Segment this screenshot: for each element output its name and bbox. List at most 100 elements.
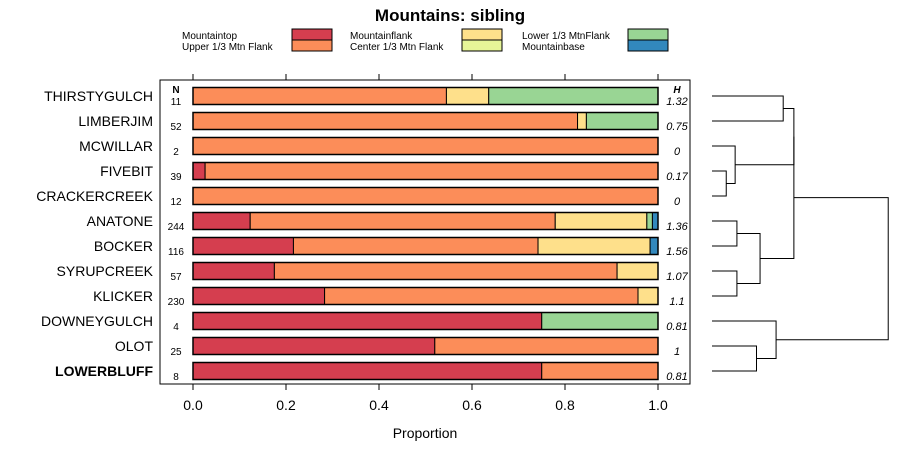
bar-segment-mountainflank bbox=[554, 212, 648, 230]
n-value: 244 bbox=[168, 222, 185, 233]
legend-swatch-mountainbase bbox=[627, 39, 669, 52]
h-value: 0.17 bbox=[666, 171, 688, 183]
h-value: 1.07 bbox=[666, 271, 688, 283]
bar-segment-mountaintop bbox=[192, 262, 275, 280]
bar-segment-upper-1-3-mtn-flank bbox=[249, 212, 556, 230]
row-label: CRACKERCREEK bbox=[36, 188, 153, 204]
bar-row-fivebit: FIVEBIT 39 0.17 bbox=[100, 161, 689, 183]
bar-segment-mountaintop bbox=[192, 212, 251, 230]
dendrogram-link bbox=[712, 170, 727, 197]
x-tick-label: 1.0 bbox=[648, 397, 668, 413]
bar-outline bbox=[192, 136, 659, 156]
top-axis-ticks bbox=[192, 74, 659, 80]
bar-row-anatone: ANATONE 244 1.36 bbox=[87, 211, 689, 233]
bar-row-klicker: KLICKER 230 1.1 bbox=[93, 286, 685, 308]
bar-segment-upper-1-3-mtn-flank bbox=[192, 187, 659, 205]
bar-segment-mountainbase bbox=[651, 212, 659, 230]
bar-row-downeygulch: DOWNEYGULCH 4 0.81 bbox=[41, 311, 688, 333]
h-value: 0.75 bbox=[666, 121, 688, 133]
h-value: 0 bbox=[674, 146, 681, 158]
legend-label-center-1-3-mtn-flank: Center 1/3 Mtn Flank bbox=[350, 42, 444, 53]
bar-segment-mountaintop bbox=[192, 162, 206, 180]
bar-segment-mountainflank bbox=[445, 87, 490, 105]
dendrogram-link bbox=[776, 197, 889, 341]
bar-segment-upper-1-3-mtn-flank bbox=[273, 262, 618, 280]
chart-title: Mountains: sibling bbox=[375, 6, 525, 25]
n-value: 4 bbox=[173, 322, 179, 333]
bar-row-syrupcreek: SYRUPCREEK 57 1.07 bbox=[57, 261, 689, 283]
bar-row-limberjim: LIMBERJIM 52 0.75 bbox=[78, 111, 689, 133]
h-value: 1.56 bbox=[666, 246, 688, 258]
legend-label-mountainbase: Mountainbase bbox=[522, 42, 585, 53]
bar-segment-upper-1-3-mtn-flank bbox=[192, 112, 579, 130]
bar-row-lowerbluff: LOWERBLUFF 8 0.81 bbox=[55, 361, 688, 383]
dendrogram-link bbox=[712, 95, 784, 122]
bar-segment-upper-1-3-mtn-flank bbox=[434, 337, 659, 355]
n-value: 2 bbox=[173, 147, 179, 158]
bar-outline bbox=[192, 236, 659, 256]
row-label: THIRSTYGULCH bbox=[44, 88, 153, 104]
row-label: OLOT bbox=[115, 338, 154, 354]
bar-segment-lower-1-3-mtnflank bbox=[585, 112, 659, 130]
dendrogram-link bbox=[712, 345, 757, 372]
dendrogram-link bbox=[735, 108, 795, 166]
h-value: 0.81 bbox=[666, 371, 687, 383]
bar-segment-mountaintop bbox=[192, 287, 326, 305]
bar-segment-lower-1-3-mtnflank bbox=[541, 312, 659, 330]
h-value: 1 bbox=[674, 346, 680, 358]
plot-frame bbox=[159, 79, 691, 385]
n-value: 25 bbox=[170, 347, 182, 358]
row-label: SYRUPCREEK bbox=[57, 263, 154, 279]
bar-outline bbox=[192, 111, 659, 131]
dendrogram-link bbox=[760, 136, 795, 259]
x-axis: 0.0 0.2 0.4 0.6 0.8 1.0 bbox=[183, 384, 668, 413]
dendrogram bbox=[712, 95, 889, 372]
bar-segment-mountaintop bbox=[192, 337, 436, 355]
n-column-header: N bbox=[172, 85, 179, 96]
bar-segment-mountaintop bbox=[192, 237, 294, 255]
bar-segment-mountainflank bbox=[637, 287, 659, 305]
bar-rows: THIRSTYGULCH 11 1.32 LIMBERJIM 52 0.75 MCWILLA… bbox=[36, 86, 689, 383]
n-value: 8 bbox=[173, 372, 179, 383]
bar-segment-mountainflank bbox=[616, 262, 659, 280]
bar-outline bbox=[192, 311, 659, 331]
bar-segment-upper-1-3-mtn-flank bbox=[192, 137, 659, 155]
x-tick-label: 0.8 bbox=[555, 397, 575, 413]
bar-outline bbox=[192, 261, 659, 281]
h-column-header: H bbox=[673, 85, 681, 96]
dendrogram-link bbox=[712, 270, 738, 297]
h-value: 1.32 bbox=[666, 96, 687, 108]
legend-swatch-mountaintop bbox=[291, 28, 333, 41]
bar-segment-mountainbase bbox=[649, 237, 659, 255]
n-value: 57 bbox=[170, 272, 182, 283]
row-label: DOWNEYGULCH bbox=[41, 313, 153, 329]
row-label: FIVEBIT bbox=[100, 163, 153, 179]
bar-segment-lower-1-3-mtnflank bbox=[488, 87, 659, 105]
n-value: 11 bbox=[171, 97, 182, 108]
bar-outline bbox=[192, 86, 659, 106]
bar-row-bocker: BOCKER 116 1.56 bbox=[94, 236, 689, 258]
x-tick-label: 0.4 bbox=[369, 397, 389, 413]
bar-segment-upper-1-3-mtn-flank bbox=[204, 162, 659, 180]
dendrogram-link bbox=[736, 233, 761, 284]
x-tick-label: 0.2 bbox=[276, 397, 296, 413]
bar-row-crackercreek: CRACKERCREEK 12 0 bbox=[36, 186, 681, 208]
bar-row-olot: OLOT 25 1 bbox=[115, 336, 680, 358]
bar-segment-mountaintop bbox=[192, 362, 543, 380]
x-tick-label: 0.0 bbox=[183, 397, 203, 413]
h-value: 0.81 bbox=[666, 321, 687, 333]
legend-swatch-mountainflank bbox=[461, 28, 503, 41]
n-value: 230 bbox=[168, 297, 185, 308]
dendrogram-link bbox=[712, 145, 736, 184]
x-axis-title: Proportion bbox=[393, 425, 458, 441]
bar-outline bbox=[192, 336, 659, 356]
bar-segment-upper-1-3-mtn-flank bbox=[541, 362, 659, 380]
bar-outline bbox=[192, 211, 659, 231]
bar-segment-mountaintop bbox=[192, 312, 543, 330]
dendrogram-link bbox=[712, 320, 777, 359]
row-label: ANATONE bbox=[87, 213, 153, 229]
row-label: BOCKER bbox=[94, 238, 153, 254]
bar-row-mcwillar: MCWILLAR 2 0 bbox=[79, 136, 681, 158]
